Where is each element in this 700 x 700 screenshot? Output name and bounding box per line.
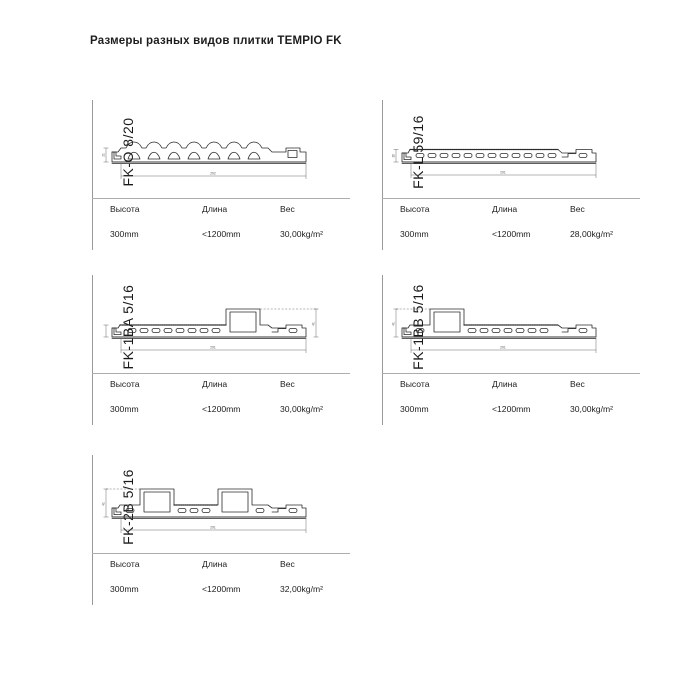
profile-drawing-fk-l-59-16: 16 291 bbox=[390, 102, 640, 196]
spec-value-length: <1200mm bbox=[202, 229, 241, 239]
spec-value-height: 300mm bbox=[110, 229, 139, 239]
profile-drawing-fk-o-8-20: 21 292 bbox=[100, 102, 350, 196]
spec-value-length: <1200mm bbox=[202, 404, 241, 414]
spec-table-header-row: Высота Длина Вес bbox=[110, 379, 350, 389]
dimension-length-text: 291 bbox=[210, 526, 216, 530]
spec-header-height: Высота bbox=[400, 379, 430, 389]
spec-table: Высота Длина Вес 300mm <1200mm 30,00kg/m… bbox=[110, 204, 350, 239]
panel-divider-horizontal bbox=[92, 553, 350, 554]
panel-divider-horizontal bbox=[92, 198, 350, 199]
spec-value-weight: 32,00kg/m² bbox=[280, 584, 323, 594]
dimension-height-text: 41 bbox=[101, 502, 105, 506]
spec-header-weight: Вес bbox=[280, 559, 295, 569]
spec-value-height: 300mm bbox=[400, 404, 429, 414]
spec-header-weight: Вес bbox=[570, 379, 585, 389]
spec-table-value-row: 300mm <1200mm 30,00kg/m² bbox=[110, 229, 350, 239]
panel-divider-horizontal bbox=[382, 198, 640, 199]
page-title: Размеры разных видов плитки TEMPIO FK bbox=[90, 35, 342, 47]
spec-header-height: Высота bbox=[110, 559, 140, 569]
spec-table-header-row: Высота Длина Вес bbox=[400, 379, 640, 389]
spec-header-height: Высота bbox=[400, 204, 430, 214]
spec-value-height: 300mm bbox=[110, 584, 139, 594]
dimension-length-text: 291 bbox=[210, 346, 216, 350]
spec-table-header-row: Высота Длина Вес bbox=[400, 204, 640, 214]
spec-header-height: Высота bbox=[110, 379, 140, 389]
dimension-length-text: 291 bbox=[500, 171, 506, 175]
dimension-length-text: 291 bbox=[500, 346, 506, 350]
panel-divider-vertical bbox=[382, 275, 383, 425]
spec-value-weight: 28,00kg/m² bbox=[570, 229, 613, 239]
profile-drawing-fk-1ba-5-16: 41 291 bbox=[100, 277, 350, 371]
spec-value-length: <1200mm bbox=[492, 404, 531, 414]
spec-header-length: Длина bbox=[492, 204, 518, 214]
spec-table-value-row: 300mm <1200mm 30,00kg/m² bbox=[400, 404, 640, 414]
spec-header-weight: Вес bbox=[280, 379, 295, 389]
dimension-height-text: 21 bbox=[101, 153, 105, 157]
panel-divider-horizontal bbox=[382, 373, 640, 374]
profile-drawing-fk-2b-5-16: 41 291 bbox=[100, 457, 350, 551]
panel-fk-2b-5-16: FK-2B 5/16 bbox=[70, 455, 350, 605]
dimension-height-text: 41 bbox=[311, 322, 315, 326]
spec-table-header-row: Высота Длина Вес bbox=[110, 204, 350, 214]
panel-fk-o-8-20: FK-O 8/20 bbox=[70, 100, 350, 250]
spec-table-value-row: 300mm <1200mm 32,00kg/m² bbox=[110, 584, 350, 594]
spec-header-length: Длина bbox=[202, 559, 228, 569]
panel-divider-horizontal bbox=[92, 373, 350, 374]
panel-divider-vertical bbox=[92, 100, 93, 250]
spec-table: Высота Длина Вес 300mm <1200mm 28,00kg/m… bbox=[400, 204, 640, 239]
panel-fk-1bb-5-16: FK-1BB 5/16 bbox=[360, 275, 640, 425]
dimension-length-text: 292 bbox=[210, 172, 216, 176]
panel-fk-1ba-5-16: FK-1BA 5/16 bbox=[70, 275, 350, 425]
panel-divider-vertical bbox=[382, 100, 383, 250]
panel-divider-vertical bbox=[92, 455, 93, 605]
panel-divider-vertical bbox=[92, 275, 93, 425]
spec-header-weight: Вес bbox=[570, 204, 585, 214]
spec-header-length: Длина bbox=[492, 379, 518, 389]
spec-header-length: Длина bbox=[202, 379, 228, 389]
spec-value-height: 300mm bbox=[400, 229, 429, 239]
spec-value-weight: 30,00kg/m² bbox=[280, 404, 323, 414]
dimension-height-text: 41 bbox=[391, 322, 395, 326]
spec-value-weight: 30,00kg/m² bbox=[570, 404, 613, 414]
spec-header-height: Высота bbox=[110, 204, 140, 214]
panel-fk-l-59-16: FK-L 59/16 bbox=[360, 100, 640, 250]
spec-table: Высота Длина Вес 300mm <1200mm 32,00kg/m… bbox=[110, 559, 350, 594]
dimension-height-text: 16 bbox=[391, 154, 395, 158]
profile-drawing-fk-1bb-5-16: 41 291 bbox=[390, 277, 640, 371]
spec-header-length: Длина bbox=[202, 204, 228, 214]
spec-header-weight: Вес bbox=[280, 204, 295, 214]
spec-value-height: 300mm bbox=[110, 404, 139, 414]
spec-value-length: <1200mm bbox=[492, 229, 531, 239]
spec-value-length: <1200mm bbox=[202, 584, 241, 594]
spec-value-weight: 30,00kg/m² bbox=[280, 229, 323, 239]
spec-table-value-row: 300mm <1200mm 30,00kg/m² bbox=[110, 404, 350, 414]
spec-table: Высота Длина Вес 300mm <1200mm 30,00kg/m… bbox=[400, 379, 640, 414]
spec-table-value-row: 300mm <1200mm 28,00kg/m² bbox=[400, 229, 640, 239]
spec-table-header-row: Высота Длина Вес bbox=[110, 559, 350, 569]
spec-table: Высота Длина Вес 300mm <1200mm 30,00kg/m… bbox=[110, 379, 350, 414]
